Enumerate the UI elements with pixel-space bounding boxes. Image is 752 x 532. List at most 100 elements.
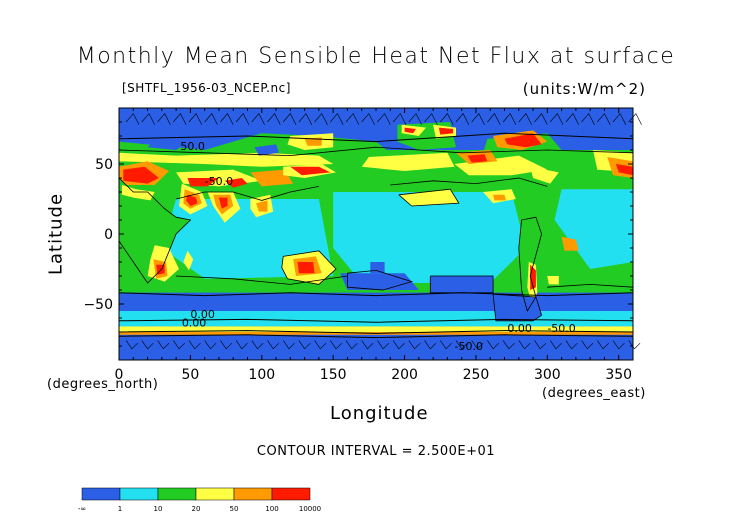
chart-title: Monthly Mean Sensible Heat Net Flux at s… <box>76 44 676 69</box>
antarctic-contour-5 <box>125 340 138 350</box>
colorbar-swatch <box>119 487 159 501</box>
field-region-22 <box>438 127 454 135</box>
field-region-70 <box>254 144 279 156</box>
arctic-contour-71 <box>220 113 234 125</box>
x-tick-label: 350 <box>605 367 632 383</box>
contour-line-16 <box>547 283 634 288</box>
arctic-contour-247 <box>471 113 485 125</box>
x-tick-label: 0 <box>115 367 124 383</box>
antarctic-contour-258 <box>487 340 500 350</box>
field-region-55 <box>256 200 268 212</box>
contour-value-label: 0.00 <box>190 308 215 321</box>
arctic-contour-291 <box>534 113 548 125</box>
antarctic-contour-192 <box>392 340 405 350</box>
field-region-53 <box>218 197 228 209</box>
arctic-contour-181 <box>377 113 391 125</box>
arctic-contour-192 <box>392 113 407 125</box>
colorbar-level-label: -∞ <box>78 505 86 513</box>
contour-lines <box>118 113 642 350</box>
field-region-38 <box>530 166 559 184</box>
colorbar-level-label: 50 <box>230 505 239 513</box>
antarctic-contour-236 <box>455 340 468 350</box>
arctic-contour-115 <box>282 113 297 125</box>
arctic-contour-93 <box>251 113 265 125</box>
antarctic-contour-203 <box>408 340 421 350</box>
contour-value-label: 0.00 <box>507 322 532 335</box>
antarctic-contour-16 <box>141 340 154 350</box>
y-tick-label: −50 <box>83 297 113 313</box>
arctic-contour-236 <box>455 113 470 125</box>
y-axis-unit: (degrees_north) <box>47 377 159 392</box>
y-tick-label: 50 <box>95 157 113 173</box>
field-region-34 <box>290 166 331 176</box>
antarctic-contour-324 <box>581 340 594 350</box>
antarctic-contour-302 <box>549 340 562 350</box>
arctic-contour-346 <box>612 113 627 125</box>
contour-line-1 <box>118 318 634 323</box>
field-region-41 <box>615 164 633 176</box>
field-region-32 <box>250 169 294 187</box>
field-region-50 <box>186 194 198 206</box>
antarctic-contour-159 <box>345 340 358 350</box>
field-region-17 <box>454 155 548 176</box>
antarctic-contour-170 <box>361 340 374 350</box>
contour-line-14 <box>398 188 460 207</box>
antarctic-contour-104 <box>267 340 280 350</box>
antarctic-contour-280 <box>518 340 531 350</box>
antarctic-contour-148 <box>330 340 342 350</box>
arctic-contour-170 <box>361 113 375 125</box>
contour-line-6 <box>118 177 192 284</box>
contour-value-label: -50.0 <box>205 175 233 188</box>
arctic-contour-357 <box>628 113 642 125</box>
field-region-28 <box>123 166 159 184</box>
contour-line-2 <box>118 330 634 334</box>
arctic-contour-126 <box>298 113 313 125</box>
colorbar-level-label: 10 <box>154 505 163 513</box>
contour-line-12 <box>429 275 494 294</box>
arctic-contour-203 <box>408 113 422 125</box>
file-label: [SHTFL_1956-03_NCEP.nc] <box>122 81 291 95</box>
antarctic-contour-313 <box>565 340 578 350</box>
arctic-contour-60 <box>204 113 218 125</box>
contour-value-label: 0.00 <box>182 316 207 329</box>
antarctic-contour-137 <box>314 340 327 350</box>
arctic-contour-38 <box>173 113 187 125</box>
x-tick-label: 100 <box>248 367 275 383</box>
arctic-contour-214 <box>424 113 438 125</box>
contour-line-13 <box>492 293 543 322</box>
arctic-contour-280 <box>518 113 532 125</box>
arctic-contour-269 <box>502 113 517 125</box>
arctic-contour-258 <box>487 113 501 125</box>
arctic-contour-225 <box>440 113 454 125</box>
colorbar: -∞ 1 10 20 50 100 10000 <box>78 487 321 513</box>
antarctic-contour-38 <box>173 340 185 350</box>
arctic-contour-313 <box>565 113 579 125</box>
contour-labels: 50.0-50.00.000.00-50.00.00 -50.0 <box>180 140 575 353</box>
units-label: (units:W/m^2) <box>522 80 646 98</box>
field-region-14 <box>119 152 334 167</box>
contour-interval: CONTOUR INTERVAL = 2.500E+01 <box>256 444 496 459</box>
contour-line-0 <box>118 292 634 297</box>
contour-line-7 <box>281 250 337 285</box>
field-region-72 <box>370 262 385 274</box>
contour-line-3 <box>118 334 634 339</box>
arctic-contour-324 <box>581 113 595 125</box>
antarctic-contour-181 <box>377 340 390 350</box>
field-region-71 <box>347 241 374 254</box>
field-region-11 <box>119 334 633 360</box>
colorbar-swatch <box>271 487 311 501</box>
colorbar-level-label: 10000 <box>299 505 321 513</box>
colorbar-swatch <box>233 487 273 501</box>
x-tick-label: 250 <box>463 367 490 383</box>
arctic-contour-49 <box>188 113 203 125</box>
field-region-6 <box>430 276 494 293</box>
y-axis-title: Latitude <box>45 192 67 276</box>
x-axis-title: Longitude <box>330 403 429 424</box>
contour-value-label: -50.0 <box>455 340 483 353</box>
field-region-24 <box>404 127 416 134</box>
field-region-64 <box>547 276 559 285</box>
arctic-contour-16 <box>141 113 155 125</box>
field-region-3 <box>333 192 526 283</box>
colorbar-level-label: 100 <box>265 505 278 513</box>
field-region-58 <box>297 262 315 274</box>
